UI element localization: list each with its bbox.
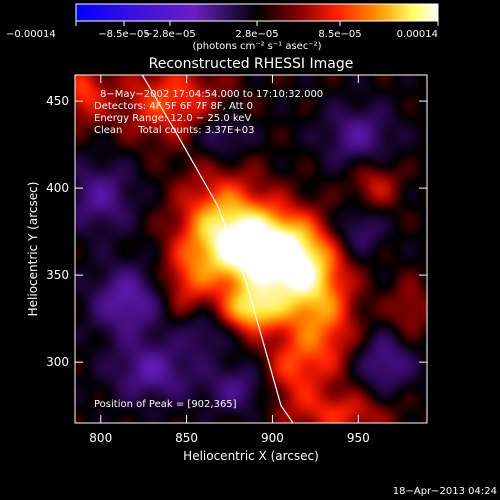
solar-limb-line (141, 75, 294, 423)
colorbar-tick-label: −0.00014 (6, 29, 56, 40)
annotation-block: 8−May−2002 17:04:54.000 to 17:10:32.000 … (94, 89, 323, 136)
y-tick-label: 400 (46, 181, 69, 195)
heatmap-image (75, 75, 427, 423)
annotation-line-4: Clean Total counts: 3.37E+03 (94, 125, 254, 136)
x-tick-label: 800 (89, 431, 112, 445)
colorbar-tick-label: 8.5e−05 (318, 29, 361, 40)
y-axis-label: Heliocentric Y (arcsec) (26, 182, 40, 317)
colorbar: −0.00014 −8.5e−05−2.8e−05 2.8e−05 8.5e−05 0.… (6, 3, 439, 52)
colorbar-tick-label: −8.5e−05 (98, 29, 150, 40)
x-axis-ticks: 800 850 900 950 (89, 75, 370, 445)
annotation-line-1: 8−May−2002 17:04:54.000 to 17:10:32.000 (100, 89, 323, 100)
colorbar-ticks: −0.00014 −8.5e−05−2.8e−05 2.8e−05 8.5e−05 0.… (6, 21, 439, 40)
colorbar-gradient (75, 3, 439, 22)
annotation-line-2: Detectors: 4F 5F 6F 7F 8F, Att 0 (94, 101, 253, 112)
x-tick-label: 900 (261, 431, 284, 445)
y-tick-label: 300 (46, 355, 69, 369)
x-tick-label: 850 (175, 431, 198, 445)
chart-title: Reconstructed RHESSI Image (149, 56, 354, 72)
colorbar-tick-label: −2.8e−05 (144, 29, 196, 40)
colorbar-tick-label: 2.8e−05 (235, 29, 278, 40)
plot-frame (74, 74, 428, 424)
y-axis-ticks: 300 350 400 450 (46, 94, 427, 369)
peak-position-label: Position of Peak = [902,365] (94, 399, 237, 410)
colorbar-tick-label: 0.00014 (397, 29, 438, 40)
x-axis-label: Heliocentric X (arcsec) (183, 449, 319, 463)
x-tick-label: 950 (347, 431, 370, 445)
colorbar-units-label: (photons cm⁻² s⁻¹ asec⁻²) (192, 41, 321, 52)
timestamp-label: 18−Apr−2013 04:24 (393, 486, 497, 497)
y-tick-label: 350 (46, 268, 69, 282)
y-tick-label: 450 (46, 94, 69, 108)
annotation-line-3: Energy Range: 12.0 − 25.0 keV (94, 113, 251, 124)
